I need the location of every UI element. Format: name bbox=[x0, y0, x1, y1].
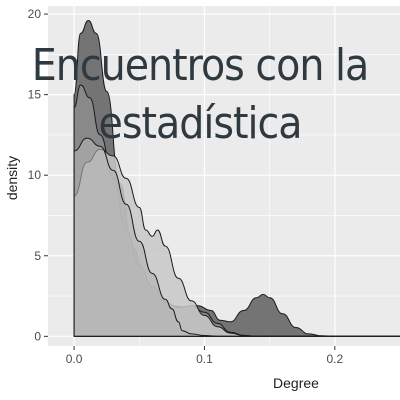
x-tick-label: 0.0 bbox=[66, 352, 83, 366]
y-tick-label: 5 bbox=[34, 249, 41, 263]
y-tick-label: 0 bbox=[34, 329, 41, 343]
y-tick-label: 20 bbox=[28, 7, 42, 21]
y-axis-title: density bbox=[4, 156, 20, 200]
density-areas bbox=[73, 19, 400, 337]
axis-ticks: 0 5 10 15 20 0.0 0.1 0.2 bbox=[28, 7, 344, 366]
x-tick-label: 0.2 bbox=[326, 352, 343, 366]
density-area-4 bbox=[73, 137, 400, 337]
x-axis-title: Degree bbox=[273, 375, 319, 391]
y-tick-label: 10 bbox=[28, 168, 42, 182]
x-tick-label: 0.1 bbox=[196, 352, 213, 366]
y-tick-label: 15 bbox=[28, 88, 42, 102]
